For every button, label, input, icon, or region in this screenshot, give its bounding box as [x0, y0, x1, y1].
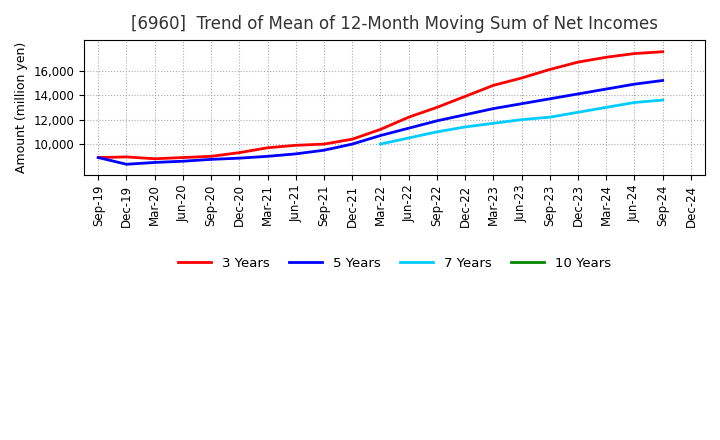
3 Years	[546, 67, 554, 72]
7 Years	[574, 110, 582, 115]
7 Years	[461, 125, 469, 130]
3 Years	[235, 150, 243, 155]
5 Years	[433, 118, 441, 124]
7 Years	[602, 105, 611, 110]
Title: [6960]  Trend of Mean of 12-Month Moving Sum of Net Incomes: [6960] Trend of Mean of 12-Month Moving …	[131, 15, 658, 33]
7 Years	[376, 141, 384, 147]
3 Years	[658, 49, 667, 55]
Line: 5 Years: 5 Years	[98, 81, 662, 164]
3 Years	[292, 143, 300, 148]
3 Years	[94, 155, 102, 160]
7 Years	[630, 100, 639, 105]
5 Years	[150, 160, 159, 165]
5 Years	[405, 125, 413, 131]
5 Years	[602, 86, 611, 92]
5 Years	[658, 78, 667, 83]
3 Years	[348, 136, 356, 142]
5 Years	[179, 158, 187, 164]
5 Years	[264, 154, 272, 159]
5 Years	[546, 96, 554, 102]
3 Years	[376, 127, 384, 132]
3 Years	[320, 141, 328, 147]
5 Years	[630, 81, 639, 87]
3 Years	[179, 155, 187, 160]
Y-axis label: Amount (million yen): Amount (million yen)	[15, 42, 28, 173]
Legend: 3 Years, 5 Years, 7 Years, 10 Years: 3 Years, 5 Years, 7 Years, 10 Years	[173, 251, 616, 275]
5 Years	[348, 141, 356, 147]
3 Years	[433, 105, 441, 110]
3 Years	[461, 94, 469, 99]
7 Years	[517, 117, 526, 122]
5 Years	[94, 155, 102, 160]
5 Years	[320, 147, 328, 153]
7 Years	[546, 114, 554, 120]
5 Years	[292, 151, 300, 157]
Line: 7 Years: 7 Years	[380, 100, 662, 144]
5 Years	[376, 133, 384, 138]
7 Years	[433, 129, 441, 135]
3 Years	[264, 145, 272, 150]
5 Years	[489, 106, 498, 111]
3 Years	[405, 114, 413, 120]
3 Years	[489, 83, 498, 88]
5 Years	[461, 112, 469, 117]
5 Years	[574, 91, 582, 96]
5 Years	[207, 157, 215, 162]
3 Years	[602, 55, 611, 60]
7 Years	[489, 121, 498, 126]
3 Years	[574, 59, 582, 65]
Line: 3 Years: 3 Years	[98, 52, 662, 159]
7 Years	[405, 136, 413, 141]
5 Years	[235, 155, 243, 161]
5 Years	[122, 161, 131, 167]
3 Years	[630, 51, 639, 56]
3 Years	[150, 156, 159, 161]
3 Years	[207, 154, 215, 159]
3 Years	[517, 75, 526, 81]
3 Years	[122, 154, 131, 160]
5 Years	[517, 101, 526, 106]
7 Years	[658, 97, 667, 103]
